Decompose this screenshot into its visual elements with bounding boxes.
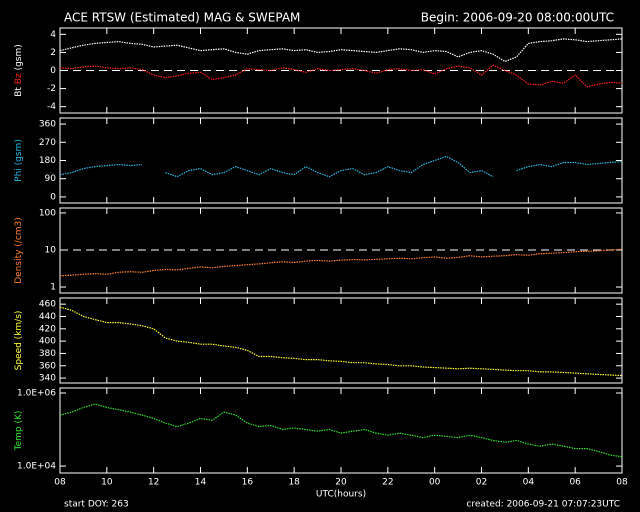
y-tick-label: 4 xyxy=(50,30,56,40)
y-axis-title: Speed (km/s) xyxy=(14,311,24,371)
y-axis-label: Bt Bz (gsm) xyxy=(14,44,24,97)
y-tick-label: 340 xyxy=(39,374,56,384)
y-tick-label: 380 xyxy=(39,349,56,359)
y-axis-title: (gsm) xyxy=(14,44,24,70)
y-tick-label: 400 xyxy=(39,337,56,347)
plot-frame xyxy=(59,117,623,204)
y-tick-label: 460 xyxy=(39,300,56,310)
y-tick-label: 10 xyxy=(45,245,57,255)
y-tick-label: 0 xyxy=(50,192,56,202)
y-tick-label: 2 xyxy=(50,48,56,58)
x-tick-label: 08 xyxy=(616,478,628,488)
y-tick-label: 420 xyxy=(39,324,56,334)
y-axis-label: Temp (K) xyxy=(14,411,24,452)
x-axis-label: UTC(hours) xyxy=(316,490,366,500)
data-line xyxy=(59,64,623,88)
y-tick-label: 1.0E+06 xyxy=(17,388,56,398)
created-time: created: 2006-09-21 07:07:23UTC xyxy=(466,500,620,510)
title: ACE RTSW (Estimated) MAG & SWEPAM xyxy=(64,11,300,25)
y-axis-title: Phi (gsm) xyxy=(14,139,24,182)
y-tick-label: 1 xyxy=(50,283,56,293)
x-tick-label: 00 xyxy=(429,478,441,488)
x-tick-label: 04 xyxy=(523,478,535,488)
x-tick-label: 06 xyxy=(569,478,581,488)
data-line xyxy=(59,155,623,178)
y-axis-label: Phi (gsm) xyxy=(14,139,24,182)
legend-entry: Bt xyxy=(14,87,24,97)
plot-frame xyxy=(59,387,623,474)
y-tick-label: 90 xyxy=(45,174,57,184)
y-tick-label: 360 xyxy=(39,361,56,371)
x-tick-label: 14 xyxy=(195,478,207,488)
y-tick-label: 1.0E+04 xyxy=(17,462,56,472)
y-tick-label: -4 xyxy=(47,102,56,112)
y-axis-label: Speed (km/s) xyxy=(14,311,24,371)
x-tick-label: 02 xyxy=(476,478,487,488)
y-tick-label: 0 xyxy=(50,66,56,76)
y-tick-label: 180 xyxy=(39,156,56,166)
data-line xyxy=(59,403,623,458)
x-tick-label: 20 xyxy=(335,478,347,488)
data-line xyxy=(59,248,623,277)
x-tick-label: 10 xyxy=(101,478,113,488)
begin-time: Begin: 2006-09-20 08:00:00UTC xyxy=(421,11,614,25)
y-tick-label: -2 xyxy=(47,84,56,94)
x-tick-label: 22 xyxy=(382,478,393,488)
y-axis-label: Density (/cm3) xyxy=(14,217,24,284)
plot-frame xyxy=(59,297,623,384)
y-tick-label: 100 xyxy=(39,208,56,218)
x-tick-label: 18 xyxy=(288,478,300,488)
data-line xyxy=(59,38,623,63)
y-tick-label: 270 xyxy=(39,138,56,148)
y-tick-label: 440 xyxy=(39,312,56,322)
y-tick-label: 360 xyxy=(39,120,56,130)
x-tick-label: 12 xyxy=(148,478,159,488)
data-line xyxy=(59,306,623,377)
y-axis-title: Density (/cm3) xyxy=(14,217,24,284)
x-tick-label: 16 xyxy=(242,478,254,488)
x-tick-label: 08 xyxy=(54,478,66,488)
plot-frame xyxy=(59,207,623,294)
start-doy: start DOY: 263 xyxy=(64,500,129,510)
y-axis-title: Temp (K) xyxy=(14,411,24,452)
legend-entry: Bz xyxy=(14,73,24,84)
